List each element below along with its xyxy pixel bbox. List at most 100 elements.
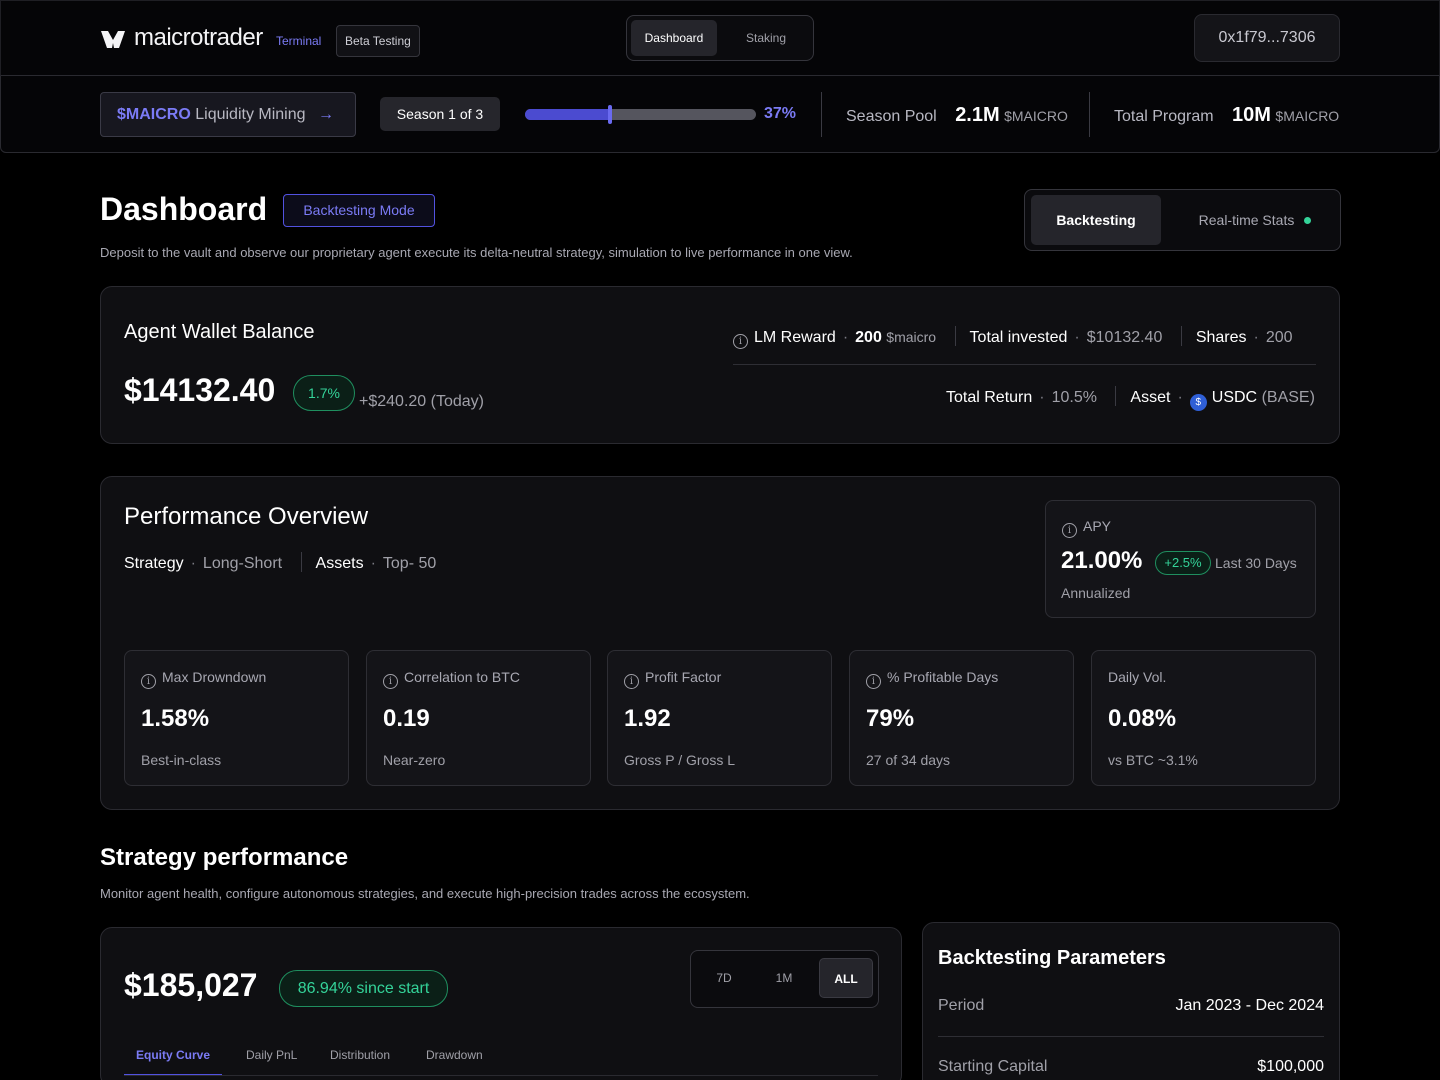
info-icon[interactable]: i <box>141 674 156 689</box>
backtesting-parameters-card <box>922 922 1340 1080</box>
toggle-backtesting[interactable]: Backtesting <box>1031 195 1161 245</box>
metric-subtext: Gross P / Gross L <box>624 752 735 768</box>
metric-value: 1.58% <box>141 705 210 732</box>
beta-badge: Beta Testing <box>336 25 420 57</box>
divider <box>1180 326 1182 346</box>
strategy-info-row: Strategy · Long-Short Assets · Top- 50 <box>124 552 436 573</box>
lm-title: Liquidity Mining <box>195 106 306 123</box>
info-icon[interactable]: i <box>383 674 398 689</box>
strategy-value: Long-Short <box>202 555 283 572</box>
wallet-stats-row-2: Total Return · 10.5% Asset · $ USDC (BASE) <box>946 386 1315 411</box>
metric-label: Daily Vol. <box>1108 669 1166 685</box>
page-title: Dashboard <box>100 191 268 227</box>
metric-card: i Profit Factor 1.92 Gross P / Gross L <box>607 650 832 786</box>
logo-subtitle: Terminal <box>276 34 322 48</box>
divider <box>1115 386 1117 406</box>
toggle-realtime-stats[interactable]: Real-time Stats <box>1175 195 1335 245</box>
wallet-balance: $14132.40 <box>124 372 276 408</box>
season-progress-bar <box>525 105 756 124</box>
lm-reward-value: 200 <box>855 329 882 346</box>
wallet-card-title: Agent Wallet Balance <box>124 321 315 343</box>
strategy-label: Strategy <box>124 555 184 572</box>
divider <box>300 552 302 572</box>
metric-label: i Profit Factor <box>624 669 721 689</box>
apy-label: APY <box>1083 518 1112 534</box>
divider <box>938 1036 1324 1037</box>
info-icon[interactable]: i <box>1062 523 1077 538</box>
total-invested-label: Total invested <box>969 329 1068 346</box>
metric-label: i Max Drowndown <box>141 669 266 689</box>
lm-reward-unit: $maicro <box>886 329 937 345</box>
equity-value: $185,027 <box>124 967 258 1003</box>
strategy-section-title: Strategy performance <box>100 844 349 871</box>
usdc-icon: $ <box>1189 394 1207 411</box>
metric-label-text: Profit Factor <box>645 669 722 685</box>
asset-name: USDC <box>1211 389 1258 406</box>
param-label-starting-capital: Starting Capital <box>938 1058 1048 1075</box>
backtesting-mode-badge: Backtesting Mode <box>283 194 435 227</box>
season-pool-stat: Season Pool 2.1M $MAICRO <box>846 104 1068 127</box>
metric-label-text: % Profitable Days <box>887 669 999 685</box>
asset-chain: (BASE) <box>1261 389 1315 406</box>
progress-knob <box>608 105 613 124</box>
nav-tab-dashboard[interactable]: Dashboard <box>631 20 717 56</box>
range-1m[interactable]: 1M <box>775 971 793 985</box>
metric-label: i Correlation to BTC <box>383 669 520 689</box>
season-pool-label: Season Pool <box>846 108 937 125</box>
total-invested-value: $10132.40 <box>1086 329 1163 346</box>
tab-drawdown[interactable]: Drawdown <box>426 1048 483 1062</box>
season-progress-percent: 37% <box>764 105 797 122</box>
assets-label: Assets <box>315 555 364 572</box>
shares-label: Shares <box>1195 329 1247 346</box>
live-dot-icon <box>1304 217 1312 224</box>
tab-distribution[interactable]: Distribution <box>330 1048 391 1062</box>
since-start-badge: 86.94% since start <box>279 970 448 1007</box>
apy-card <box>1045 500 1316 618</box>
lm-reward-label: LM Reward <box>754 329 836 346</box>
agent-wallet-card <box>100 286 1340 444</box>
metric-label-text: Daily Vol. <box>1108 669 1167 685</box>
balance-change-today: +$240.20 (Today) <box>359 393 484 410</box>
metric-card: i Max Drowndown 1.58% Best-in-class <box>124 650 349 786</box>
metric-value: 0.08% <box>1108 705 1177 732</box>
shares-value: 200 <box>1265 329 1293 346</box>
range-selector: 7D 1M ALL <box>690 950 879 1008</box>
info-icon[interactable]: i <box>624 674 639 689</box>
apy-change-badge: +2.5% <box>1155 551 1211 575</box>
parameters-title: Backtesting Parameters <box>938 947 1166 969</box>
logo-mark-icon <box>101 31 125 48</box>
info-icon[interactable]: i <box>866 674 881 689</box>
apy-label-row: i APY <box>1062 518 1111 538</box>
apy-value: 21.00% <box>1061 547 1143 574</box>
assets-value: Top- 50 <box>382 555 437 572</box>
metric-value: 79% <box>866 705 915 732</box>
logo-text[interactable]: maicrotrader <box>134 24 263 51</box>
asset-label: Asset <box>1130 389 1171 406</box>
param-value-period: Jan 2023 - Dec 2024 <box>1175 997 1324 1014</box>
metric-subtext: vs BTC ~3.1% <box>1108 752 1198 768</box>
nav-tab-staking[interactable]: Staking <box>745 31 787 45</box>
tab-daily-pnl[interactable]: Daily PnL <box>246 1048 298 1062</box>
balance-change-badge: 1.7% <box>293 375 355 411</box>
total-program-label: Total Program <box>1114 108 1214 125</box>
metric-card: i Correlation to BTC 0.19 Near-zero <box>366 650 591 786</box>
apy-note: Annualized <box>1061 585 1131 601</box>
metric-label-text: Correlation to BTC <box>404 669 520 685</box>
tab-equity-curve[interactable]: Equity Curve <box>124 1048 222 1076</box>
mode-toggle: Backtesting Real-time Stats <box>1024 189 1341 251</box>
liquidity-mining-link[interactable]: $MAICRO Liquidity Mining → <box>100 92 356 137</box>
range-7d[interactable]: 7D <box>716 971 732 985</box>
total-program-unit: $MAICRO <box>1275 108 1340 124</box>
range-all[interactable]: ALL <box>819 958 873 998</box>
info-icon[interactable]: i <box>733 334 748 349</box>
wallet-stats-row-1: i LM Reward · 200 $maicro Total invested · $1… <box>733 326 1293 349</box>
season-progress-fill <box>525 105 613 124</box>
divider <box>733 364 1316 365</box>
param-value-starting-capital: $100,000 <box>1257 1058 1324 1075</box>
wallet-address-button[interactable]: 0x1f79...7306 <box>1194 14 1340 62</box>
total-return-value: 10.5% <box>1051 389 1097 406</box>
tabs-divider <box>124 1075 878 1076</box>
strategy-section-description: Monitor agent health, configure autonomo… <box>100 886 750 901</box>
metric-value: 0.19 <box>383 705 430 732</box>
season-pool-unit: $MAICRO <box>1004 108 1068 124</box>
